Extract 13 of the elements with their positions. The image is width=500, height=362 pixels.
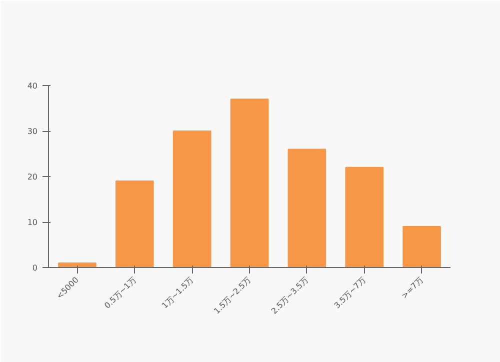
y-tick-label: 30	[27, 127, 38, 136]
bar	[172, 130, 212, 268]
y-tick-label: 10	[27, 218, 38, 227]
bar	[230, 98, 269, 268]
y-tick-label: 20	[27, 172, 38, 182]
y-tick-label: 40	[27, 82, 38, 90]
bar	[345, 166, 384, 268]
y-tick-label: 0	[32, 264, 38, 272]
bar	[115, 180, 154, 268]
bar	[402, 226, 441, 268]
bar	[288, 148, 326, 268]
x-tick-label: 0.5万~1万	[102, 275, 138, 310]
x-tick-label: 3.5万~7万	[332, 275, 368, 310]
